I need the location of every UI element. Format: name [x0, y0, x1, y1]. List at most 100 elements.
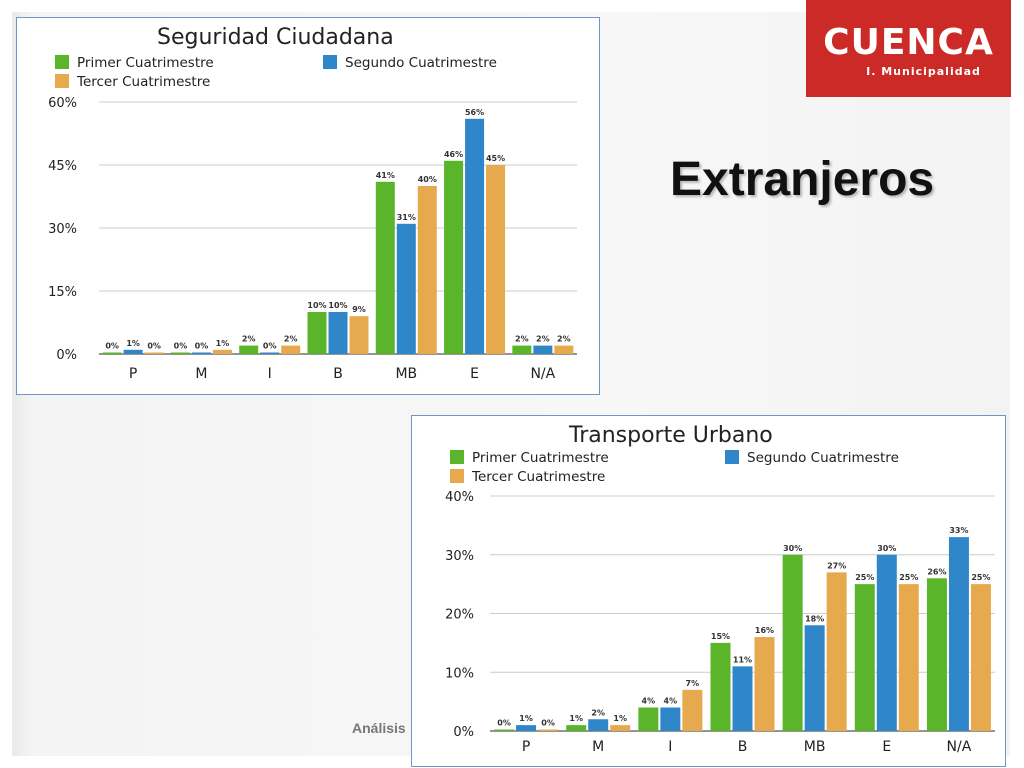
data-label-primer: 26% [927, 567, 946, 576]
bar-tercer [826, 572, 847, 731]
data-label-tercer: 45% [486, 154, 505, 163]
x-tick-label: I [268, 366, 272, 382]
chart-transporte-svg: Transporte Urbano Primer Cuatrimestre Segu… [445, 423, 995, 755]
y-tick-label: 30% [48, 222, 77, 237]
bar-segundo [732, 666, 753, 731]
data-label-tercer: 25% [971, 573, 990, 582]
legend-swatch-tercer [55, 74, 69, 88]
chart-seguridad-svg: Seguridad Ciudadana Primer Cuatrimestre Se… [48, 25, 577, 382]
bar-tercer [538, 729, 559, 731]
bar-tercer [554, 345, 574, 354]
x-tick-label: P [522, 739, 530, 755]
data-label-segundo: 56% [465, 108, 484, 117]
x-tick-label: B [333, 366, 343, 382]
bar-primer [375, 181, 395, 354]
bar-segundo [123, 349, 143, 354]
cuenca-logo: CUENCA I. Municipalidad [806, 0, 1011, 97]
data-label-tercer: 2% [284, 335, 298, 344]
bar-primer [926, 578, 947, 731]
legend-swatch-primer [450, 450, 464, 464]
legend-label-tercer: Tercer Cuatrimestre [76, 74, 210, 90]
bar-segundo [191, 352, 211, 354]
legend-label-primer: Primer Cuatrimestre [472, 450, 609, 466]
data-label-primer: 41% [376, 171, 395, 180]
legend-label-primer: Primer Cuatrimestre [77, 55, 214, 71]
y-tick-label: 10% [445, 666, 474, 681]
data-label-tercer: 7% [686, 679, 700, 688]
bar-segundo [876, 554, 897, 731]
legend-label-tercer: Tercer Cuatrimestre [471, 469, 605, 485]
data-label-primer: 30% [783, 544, 802, 553]
bar-tercer [970, 584, 991, 731]
footer-text: Análisis [352, 720, 406, 736]
bar-segundo [660, 707, 681, 731]
data-label-primer: 2% [242, 335, 256, 344]
x-tick-label: E [470, 366, 479, 382]
bar-tercer [610, 725, 631, 731]
chart-title: Transporte Urbano [568, 423, 773, 448]
chart-seguridad-ciudadana: Seguridad Ciudadana Primer Cuatrimestre Se… [16, 17, 600, 395]
legend-swatch-primer [55, 55, 69, 69]
bar-tercer [682, 689, 703, 731]
bar-primer [102, 352, 122, 354]
data-label-segundo: 1% [519, 714, 533, 723]
bar-primer [494, 729, 515, 731]
legend-label-segundo: Segundo Cuatrimestre [345, 55, 497, 71]
data-label-primer: 0% [105, 342, 119, 351]
x-tick-label: M [195, 366, 207, 382]
bar-segundo [396, 223, 416, 354]
data-label-tercer: 0% [541, 719, 555, 728]
bar-tercer [144, 352, 164, 354]
data-label-segundo: 18% [805, 614, 824, 623]
legend-swatch-segundo [725, 450, 739, 464]
data-label-segundo: 2% [591, 708, 605, 717]
data-label-tercer: 0% [147, 342, 161, 351]
bar-segundo [328, 312, 348, 354]
bar-primer [566, 725, 587, 731]
x-tick-label: E [882, 739, 891, 755]
data-label-segundo: 31% [397, 213, 416, 222]
bar-tercer [754, 637, 775, 731]
chart-title: Seguridad Ciudadana [157, 25, 394, 50]
x-tick-label: MB [395, 366, 417, 382]
data-label-primer: 25% [855, 573, 874, 582]
x-tick-label: B [738, 739, 748, 755]
bar-segundo [260, 352, 280, 354]
data-label-segundo: 30% [877, 544, 896, 553]
y-tick-label: 45% [48, 159, 77, 174]
data-label-primer: 4% [642, 697, 656, 706]
legend-label-segundo: Segundo Cuatrimestre [747, 450, 899, 466]
bar-primer [710, 642, 731, 731]
bar-primer [170, 352, 190, 354]
data-label-primer: 0% [497, 719, 511, 728]
bar-primer [854, 584, 875, 731]
data-label-tercer: 2% [557, 335, 571, 344]
chart-transporte-urbano: Transporte Urbano Primer Cuatrimestre Segu… [411, 415, 1006, 767]
data-label-primer: 46% [444, 150, 463, 159]
data-label-primer: 0% [174, 342, 188, 351]
data-label-segundo: 11% [733, 655, 752, 664]
bar-primer [307, 312, 327, 354]
legend-swatch-tercer [450, 469, 464, 483]
bar-tercer [212, 349, 232, 354]
data-label-tercer: 9% [352, 305, 366, 314]
bar-segundo [533, 345, 553, 354]
data-label-segundo: 0% [195, 342, 209, 351]
bar-primer [444, 160, 464, 354]
bar-tercer [349, 316, 369, 354]
data-label-tercer: 16% [755, 626, 774, 635]
bar-segundo [804, 625, 825, 731]
data-label-primer: 15% [711, 632, 730, 641]
bar-segundo [948, 537, 969, 731]
x-tick-label: I [668, 739, 672, 755]
data-label-segundo: 4% [664, 697, 678, 706]
data-label-primer: 10% [307, 301, 326, 310]
x-tick-label: MB [804, 739, 826, 755]
bar-segundo [516, 725, 537, 731]
x-tick-label: P [129, 366, 137, 382]
logo-word: CUENCA [823, 22, 994, 63]
data-label-tercer: 25% [899, 573, 918, 582]
x-tick-label: N/A [947, 739, 972, 755]
data-label-primer: 1% [569, 714, 583, 723]
bar-segundo [588, 719, 609, 731]
